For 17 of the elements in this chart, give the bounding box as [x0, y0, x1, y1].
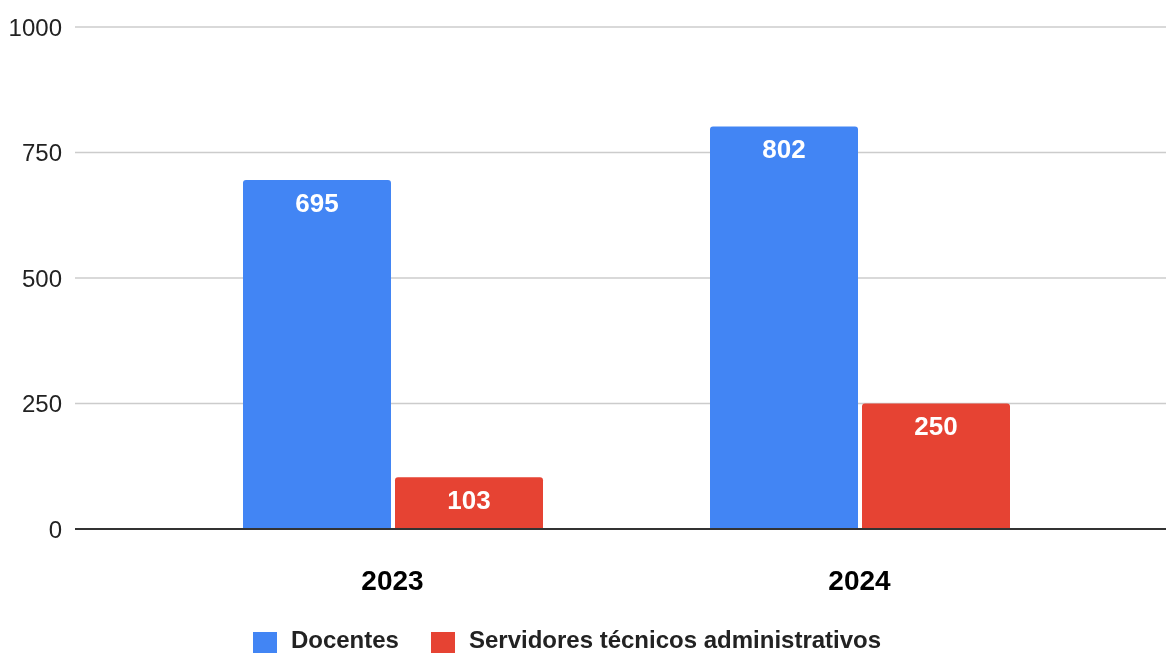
data-label: 103 [447, 484, 491, 515]
y-tick-label: 250 [21, 390, 62, 418]
data-label: 695 [295, 187, 339, 218]
legend-label: Docentes [290, 626, 399, 653]
y-tick-label: 1000 [8, 13, 62, 41]
x-tick-label: 2024 [828, 564, 892, 596]
legend-label: Servidores técnicos administrativos [468, 626, 882, 653]
bar [243, 180, 391, 529]
bar [395, 477, 543, 529]
data-label: 802 [762, 133, 806, 164]
bar [862, 403, 1010, 529]
y-tick-label: 750 [21, 139, 62, 167]
x-tick-label: 2023 [361, 564, 424, 596]
y-tick-label: 500 [21, 264, 62, 292]
y-tick-label: 0 [48, 515, 62, 543]
data-label: 250 [914, 410, 958, 441]
bar [710, 126, 858, 529]
